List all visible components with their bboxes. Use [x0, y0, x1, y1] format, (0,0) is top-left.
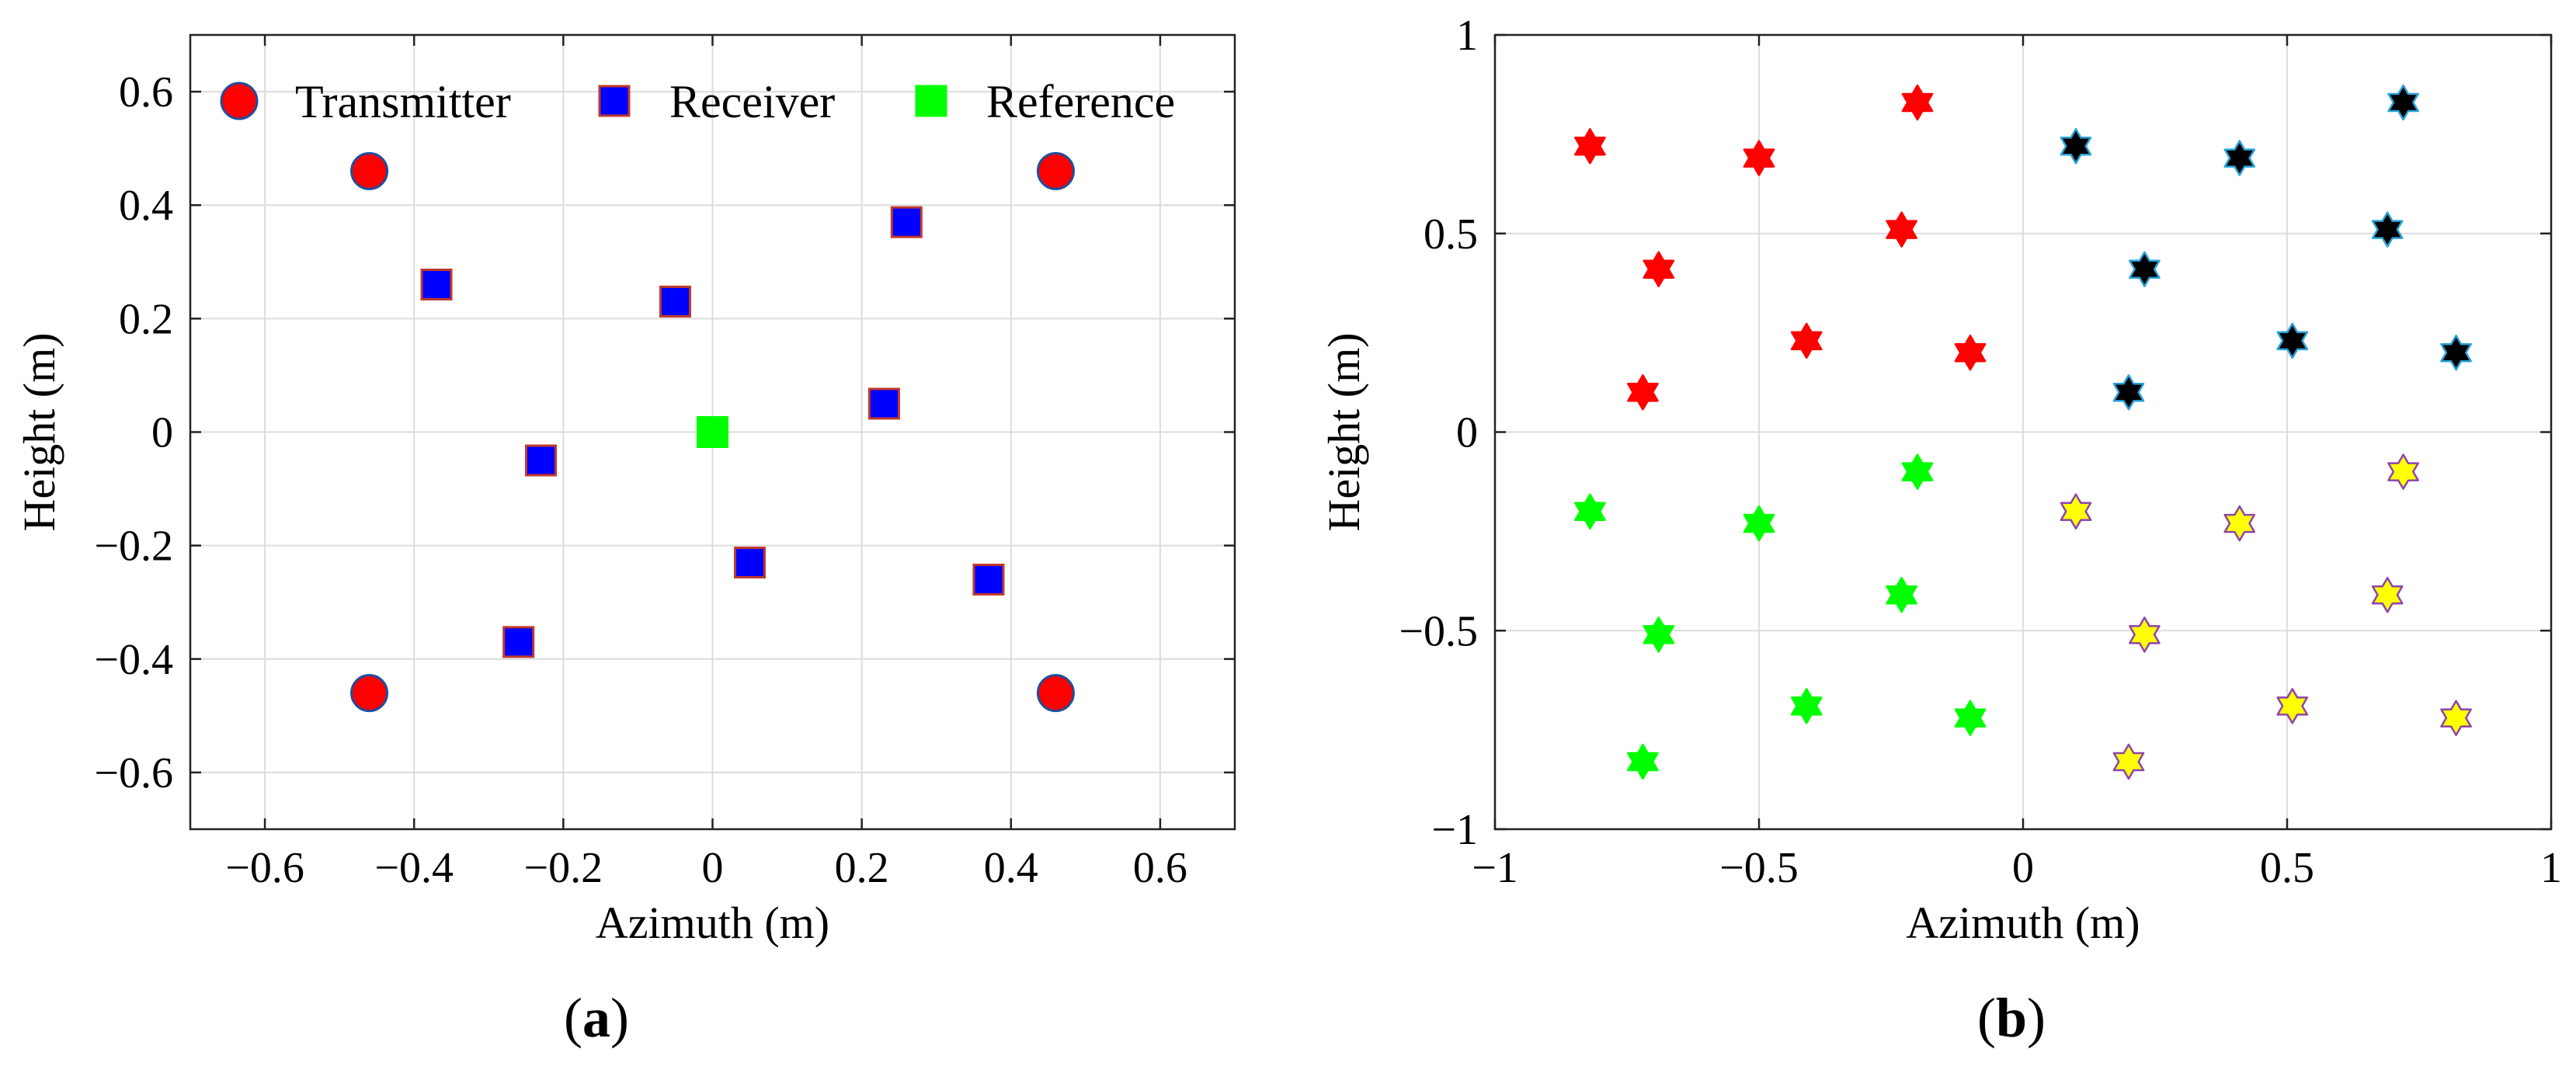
panel-a-receiver-point	[502, 626, 535, 658]
panel-a-xlabel: Azimuth (m)	[596, 898, 829, 948]
panel-b-caption: (b)	[1977, 987, 2046, 1049]
panel-b-quadrant-ii-point	[1627, 374, 1659, 411]
panel-b-ytick-label: 0.5	[1424, 210, 1478, 259]
panel-b-chart: −1 −0.5 0 0.5 1 −1 −0.5 0 0.5 1 Azimuth (m) Heigh…	[1319, 12, 2562, 1049]
panel-a-transmitter-point	[1036, 674, 1075, 713]
panel-a-ytick-label: −0.4	[94, 636, 173, 684]
panel-a-transmitter-point	[350, 674, 389, 713]
panel-a-ticks: −0.6 −0.4 −0.2 0 0.2 0.4 0.6 −0.6 −0.4 −0.2 0 0.2 0.…	[94, 35, 1235, 892]
panel-b-quadrant-iv-point	[2371, 576, 2404, 613]
panel-a-receiver-point	[659, 285, 691, 318]
panel-b-quadrant-ii-point	[1954, 334, 1987, 371]
legend-transmitter-label: Transmitter	[295, 76, 511, 127]
panel-a-ytick-label: 0.6	[119, 68, 173, 116]
panel-b-xlabel: Azimuth (m)	[1906, 898, 2140, 948]
panel-b-quadrant-i-point	[2060, 127, 2092, 165]
panel-b-quadrant-iii-point	[1954, 700, 1987, 737]
legend-receiver-marker	[598, 85, 631, 117]
panel-b-quadrant-i-point	[2276, 322, 2309, 359]
panel-a-legend: Transmitter Receiver Reference	[220, 76, 1175, 127]
panel-a-ytick-label: 0.4	[119, 182, 173, 230]
panel-b-ytick-label: −0.5	[1399, 607, 1478, 655]
panel-b-quadrant-ii-point	[1743, 140, 1775, 176]
panel-b-quadrant-ii-point	[1574, 127, 1606, 165]
panel-b-letter: b	[1996, 987, 2027, 1049]
panel-b-quadrant-i-point	[2440, 334, 2472, 371]
panel-a-chart: −0.6 −0.4 −0.2 0 0.2 0.4 0.6 −0.6 −0.4 −0.2 0 0.2 0.…	[14, 33, 1236, 1049]
legend-receiver-label: Receiver	[669, 76, 835, 127]
panel-a-transmitter-point	[350, 151, 389, 190]
legend-transmitter-marker	[220, 82, 259, 120]
panel-a-receiver-point	[867, 387, 900, 420]
panel-a-xtick-label: 0.2	[835, 844, 889, 892]
legend-reference-marker	[915, 85, 947, 117]
panel-b-quadrant-iv-point	[2387, 453, 2419, 490]
panel-a-xtick-label: −0.2	[524, 844, 603, 892]
panel-b-quadrant-iv-point	[2060, 493, 2092, 530]
panel-b-quadrant-iv-point	[2276, 688, 2309, 724]
panel-b-quadrant-iv-point	[2129, 616, 2161, 653]
panel-a-receiver-point	[890, 206, 923, 238]
panel-b-quadrant-i-point	[2223, 140, 2256, 176]
panel-a-grid	[190, 35, 1235, 829]
panel-b-quadrant-iii-point	[1743, 505, 1775, 542]
panel-b-quadrant-ii-point	[1643, 251, 1675, 288]
panel-b-ytick-label: 0	[1456, 409, 1478, 457]
panel-a-caption: (a)	[564, 987, 629, 1049]
panel-b-grid	[1494, 34, 2552, 830]
panel-a-ytick-label: −0.6	[94, 749, 173, 797]
panel-b-xtick-label: 0.5	[2260, 844, 2314, 892]
panel-b-quadrant-iv-point	[2223, 505, 2256, 542]
panel-a-xtick-label: −0.4	[374, 844, 454, 892]
panel-b-quadrant-iv-point	[2440, 700, 2472, 737]
panel-a-receiver-point	[734, 547, 767, 579]
panel-b-marks	[1574, 84, 2472, 780]
panel-a-ytick-label: 0.2	[119, 295, 173, 343]
panel-a-xtick-label: 0	[702, 844, 724, 892]
panel-a-receiver-point	[972, 563, 1005, 596]
panel-b-ytick-label: 1	[1456, 12, 1478, 60]
panel-b-quadrant-i-point	[2387, 84, 2419, 121]
panel-a-ytick-label: 0	[151, 409, 173, 457]
panel-a-transmitter-point	[1036, 151, 1075, 190]
panel-b-quadrant-iv-point	[2112, 743, 2145, 780]
panel-b-quadrant-ii-point	[1790, 322, 1823, 359]
panel-a-reference-point	[697, 416, 728, 448]
panel-a-ylabel: Height (m)	[14, 332, 64, 531]
panel-a-xtick-label: 0.4	[984, 844, 1038, 892]
panel-b-xtick-label: 0	[2012, 844, 2034, 892]
panel-b-quadrant-iii-point	[1574, 493, 1606, 530]
panel-b-ytick-label: −1	[1431, 806, 1478, 854]
panel-a-marks	[350, 151, 1075, 713]
panel-b-quadrant-iii-point	[1886, 576, 1917, 613]
panel-a-receiver-point	[525, 444, 558, 477]
panel-b-quadrant-i-point	[2371, 211, 2404, 248]
panel-a-xtick-label: 0.6	[1133, 844, 1187, 892]
panel-b-quadrant-iii-point	[1901, 453, 1934, 490]
panel-b-quadrant-ii-point	[1886, 211, 1917, 248]
panel-b-xtick-label: −0.5	[1719, 844, 1799, 892]
panel-b-quadrant-ii-point	[1901, 84, 1934, 121]
panel-b-quadrant-iii-point	[1790, 688, 1823, 724]
panel-a-xtick-label: −0.6	[225, 844, 304, 892]
panel-b-xtick-label: 1	[2540, 844, 2562, 892]
panel-b-quadrant-i-point	[2112, 374, 2145, 411]
panel-b-xtick-label: −1	[1472, 844, 1518, 892]
panel-b-ylabel: Height (m)	[1319, 332, 1369, 531]
panel-b-quadrant-iii-point	[1627, 743, 1659, 780]
panel-b-ticks: −1 −0.5 0 0.5 1 −1 −0.5 0 0.5 1	[1399, 12, 2562, 892]
panel-b-quadrant-iii-point	[1643, 616, 1675, 653]
panel-a-letter: a	[582, 987, 610, 1049]
panel-a-receiver-point	[420, 269, 453, 301]
panel-a-ytick-label: −0.2	[94, 523, 173, 571]
legend-reference-label: Reference	[986, 76, 1175, 127]
panel-b-quadrant-i-point	[2129, 251, 2161, 288]
